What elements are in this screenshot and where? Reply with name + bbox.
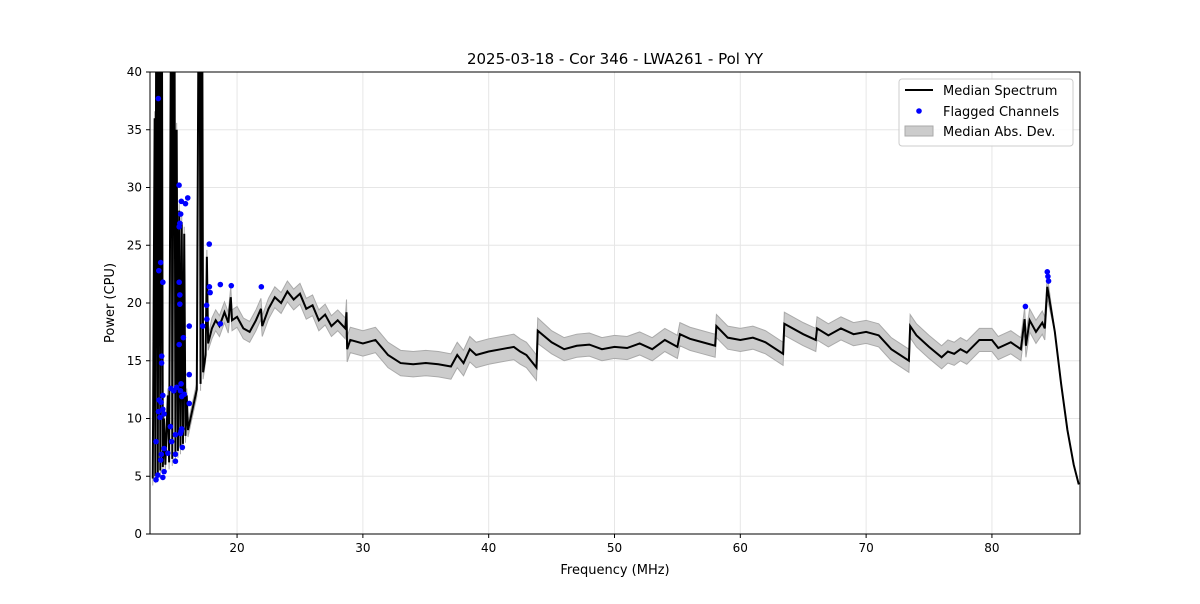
flagged-channel-point xyxy=(155,95,162,102)
flagged-channel-point xyxy=(177,211,184,217)
legend-mad-label: Median Abs. Dev. xyxy=(943,125,1055,140)
flagged-channel-point xyxy=(177,292,183,298)
flagged-channel-point xyxy=(186,323,193,329)
flagged-channel-point xyxy=(157,414,163,421)
flagged-channel-point xyxy=(158,360,165,366)
legend-mad-swatch xyxy=(904,125,934,137)
flagged-channel-point xyxy=(199,323,206,329)
flagged-channel-point xyxy=(1044,269,1051,275)
flagged-channel-point xyxy=(180,334,187,341)
flagged-channel-point xyxy=(228,282,235,289)
flagged-channel-point xyxy=(161,445,167,452)
flagged-channel-point xyxy=(1045,278,1052,284)
y-tick-label: 25 xyxy=(127,238,142,252)
flagged-channel-point xyxy=(176,279,182,286)
flagged-channel-point xyxy=(172,451,179,458)
legend: Median Spectrum Flagged Channels Median … xyxy=(898,78,1074,147)
y-tick-label: 0 xyxy=(134,527,142,541)
flagged-channel-point xyxy=(207,289,213,296)
flagged-channel-point xyxy=(153,438,159,445)
mad-band xyxy=(152,72,1080,486)
flagged-channel-point xyxy=(167,423,174,430)
legend-median-label: Median Spectrum xyxy=(943,84,1057,99)
flagged-channel-point xyxy=(217,320,224,327)
flagged-channel-point xyxy=(157,259,164,266)
flagged-channel-point xyxy=(1022,303,1029,310)
flagged-channel-point xyxy=(177,387,184,394)
flagged-channel-point xyxy=(177,301,183,307)
flagged-channel-point xyxy=(178,381,184,387)
x-tick-label: 60 xyxy=(733,541,748,555)
flagged-channel-point xyxy=(168,438,175,445)
flagged-channel-point xyxy=(184,195,191,201)
flagged-channel-point xyxy=(1045,273,1051,280)
flagged-channel-point xyxy=(206,241,213,247)
y-tick-label: 10 xyxy=(127,412,142,426)
y-tick-label: 30 xyxy=(127,181,142,195)
legend-box xyxy=(898,78,1074,147)
flagged-channel-point xyxy=(217,281,224,288)
y-tick-label: 35 xyxy=(127,123,142,137)
y-tick-label: 40 xyxy=(127,65,142,79)
y-tick-label: 15 xyxy=(127,354,142,368)
axis-ticks: 20 30 40 50 60 70 80 0 5 10 15 20 25 30 35 40 xyxy=(127,65,1000,555)
flagged-channel-point xyxy=(178,198,185,205)
flagged-channel-point xyxy=(173,384,180,391)
flagged-channel-point xyxy=(176,182,182,188)
flagged-channel-point xyxy=(158,399,164,406)
flagged-channel-point xyxy=(160,406,166,413)
flagged-channel-point xyxy=(155,408,162,415)
flagged-channel-point xyxy=(156,267,162,274)
flagged-channel-point xyxy=(172,458,179,465)
flagged-channel-point xyxy=(157,457,164,463)
flagged-channel-point xyxy=(182,200,189,207)
flagged-channel-point xyxy=(161,411,167,417)
flagged-channel-point xyxy=(160,392,166,399)
flagged-channels xyxy=(153,95,1052,483)
x-tick-label: 30 xyxy=(355,541,370,555)
y-tick-label: 5 xyxy=(134,469,142,483)
flagged-channel-point xyxy=(258,284,265,290)
flagged-channel-point xyxy=(176,341,182,348)
flagged-channel-point xyxy=(186,371,193,378)
flagged-channel-point xyxy=(178,426,185,432)
flagged-channel-point xyxy=(181,391,188,398)
flagged-channel-point xyxy=(179,444,186,451)
legend-flagged-label: Flagged Channels xyxy=(943,105,1059,120)
y-tick-label: 20 xyxy=(127,296,142,310)
flagged-channel-point xyxy=(153,476,159,483)
flagged-channel-point xyxy=(206,284,213,290)
x-tick-label: 50 xyxy=(607,541,622,555)
flagged-channel-point xyxy=(203,302,210,309)
median-spectrum-line xyxy=(151,72,1080,485)
y-axis-label: Power (CPU) xyxy=(103,263,118,343)
flagged-channel-point xyxy=(176,223,182,230)
chart-title: 2025-03-18 - Cor 346 - LWA261 - Pol YY xyxy=(467,50,764,68)
flagged-channel-point xyxy=(160,474,166,481)
flagged-channel-point xyxy=(158,353,165,359)
flagged-channel-point xyxy=(160,279,166,286)
flagged-channel-point xyxy=(186,400,193,407)
flagged-channel-point xyxy=(172,431,179,438)
x-tick-label: 20 xyxy=(229,541,244,555)
flagged-channel-point xyxy=(161,468,167,475)
legend-flagged-swatch xyxy=(916,108,922,114)
flagged-channel-point xyxy=(204,316,210,322)
x-tick-label: 40 xyxy=(481,541,496,555)
flagged-channel-point xyxy=(165,450,171,456)
x-tick-label: 70 xyxy=(858,541,873,555)
x-tick-label: 80 xyxy=(984,541,999,555)
flagged-channel-point xyxy=(155,472,161,478)
x-axis-label: Frequency (MHz) xyxy=(560,563,669,578)
flagged-channel-point xyxy=(158,451,165,458)
